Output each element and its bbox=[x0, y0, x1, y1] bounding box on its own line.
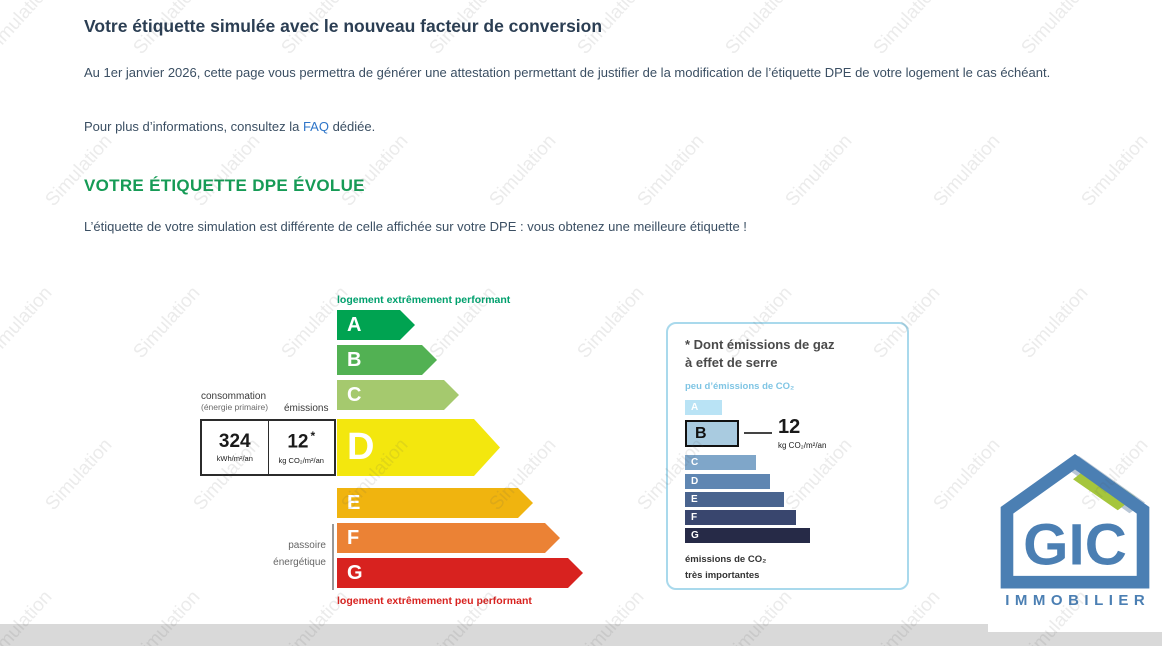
co2-high-label-line2: très importantes bbox=[685, 570, 760, 582]
dpe-class-G: G bbox=[337, 558, 583, 588]
watermark-text: Simulation bbox=[1077, 130, 1153, 211]
dpe-class-D: D bbox=[337, 419, 500, 476]
co2-class-B: B bbox=[685, 420, 739, 447]
emissions-axis-label: émissions bbox=[284, 403, 329, 414]
watermark-text: Simulation bbox=[129, 282, 205, 363]
watermark-text: Simulation bbox=[1017, 282, 1093, 363]
dpe-bottom-label: logement extrêmement peu performant bbox=[337, 595, 532, 607]
dpe-class-A: A bbox=[337, 310, 415, 340]
co2-value: 12 bbox=[778, 416, 801, 438]
bottom-gray-strip bbox=[0, 624, 1162, 646]
passoire-label: passoire énergétique bbox=[238, 537, 326, 571]
emissions-value-cell: 12 * kg CO₂/m²/an bbox=[267, 421, 335, 474]
watermark-text: Simulation bbox=[929, 130, 1005, 211]
dpe-class-C: C bbox=[337, 380, 459, 410]
co2-high-label-line1: émissions de CO₂ bbox=[685, 554, 767, 565]
evolution-heading: VOTRE ÉTIQUETTE DPE ÉVOLUE bbox=[84, 176, 365, 195]
watermark-text: Simulation bbox=[189, 130, 265, 211]
passoire-bracket-line bbox=[332, 524, 334, 590]
watermark-text: Simulation bbox=[41, 130, 117, 211]
passoire-label-line1: passoire bbox=[288, 540, 326, 551]
logo-subtitle: IMMOBILIER bbox=[1005, 592, 1151, 609]
gic-logo: GIC IMMOBILIER bbox=[988, 452, 1162, 632]
watermark-text: Simulation bbox=[485, 130, 561, 211]
dpe-class-E: E bbox=[337, 488, 533, 518]
consumption-value: 324 bbox=[218, 430, 251, 452]
evolution-text: L’étiquette de votre simulation est diff… bbox=[84, 219, 747, 234]
co2-box-title: * Dont émissions de gaz à effet de serre bbox=[685, 336, 835, 371]
co2-high-label: émissions de CO₂ très importantes bbox=[685, 552, 766, 584]
co2-class-C: C bbox=[685, 455, 756, 470]
primary-energy-label: (énergie primaire) bbox=[201, 402, 269, 412]
co2-class-G: G bbox=[685, 528, 810, 543]
co2-class-D: D bbox=[685, 474, 770, 489]
co2-low-label: peu d’émissions de CO₂ bbox=[685, 381, 795, 392]
consumption-axis-label: consommation (énergie primaire) bbox=[201, 391, 268, 412]
watermark-text: Simulation bbox=[0, 0, 57, 59]
watermark-text: Simulation bbox=[0, 282, 57, 363]
faq-link[interactable]: FAQ bbox=[302, 119, 329, 134]
watermark-text: Simulation bbox=[869, 0, 945, 59]
emissions-value: 12 * bbox=[287, 429, 316, 453]
passoire-label-line2: énergétique bbox=[273, 557, 326, 568]
co2-title-line2: à effet de serre bbox=[685, 354, 778, 370]
dpe-value-box: 324 kWh/m²/an 12 * kg CO₂/m²/an bbox=[200, 419, 336, 476]
watermark-text: Simulation bbox=[41, 434, 117, 515]
page-title: Votre étiquette simulée avec le nouveau … bbox=[84, 16, 603, 36]
watermark-text: Simulation bbox=[1017, 0, 1093, 59]
co2-class-F: F bbox=[685, 510, 796, 525]
co2-value-unit: kg CO₂/m²/an bbox=[778, 441, 827, 450]
consumption-value-cell: 324 kWh/m²/an bbox=[202, 421, 268, 474]
co2-value-connector-line bbox=[744, 432, 772, 434]
gic-house-icon: GIC bbox=[1000, 453, 1150, 589]
asterisk: * bbox=[310, 429, 316, 444]
co2-class-A: A bbox=[685, 400, 722, 415]
dpe-class-F: F bbox=[337, 523, 560, 553]
faq-paragraph-suffix: dédiée. bbox=[328, 119, 376, 134]
emissions-unit: kg CO₂/m²/an bbox=[278, 455, 324, 465]
faq-paragraph-prefix: Pour plus d’informations, consultez la bbox=[84, 119, 303, 134]
watermark-text: Simulation bbox=[337, 130, 413, 211]
intro-paragraph: Au 1er janvier 2026, cette page vous per… bbox=[84, 65, 1051, 80]
watermark-text: Simulation bbox=[721, 0, 797, 59]
svg-text:GIC: GIC bbox=[1023, 513, 1127, 578]
faq-paragraph: Pour plus d’informations, consultez la F… bbox=[84, 116, 375, 137]
consumption-unit: kWh/m²/an bbox=[216, 454, 253, 464]
co2-title-line1: * Dont émissions de gaz bbox=[685, 337, 835, 352]
co2-emissions-box: * Dont émissions de gaz à effet de serre… bbox=[666, 322, 909, 590]
co2-class-E: E bbox=[685, 492, 784, 507]
dpe-top-label: logement extrêmement performant bbox=[337, 294, 511, 306]
watermark-text: Simulation bbox=[781, 130, 857, 211]
consumption-label: consommation bbox=[201, 391, 267, 402]
watermark-text: Simulation bbox=[633, 130, 709, 211]
dpe-class-B: B bbox=[337, 345, 437, 375]
watermark-text: Simulation bbox=[573, 282, 649, 363]
